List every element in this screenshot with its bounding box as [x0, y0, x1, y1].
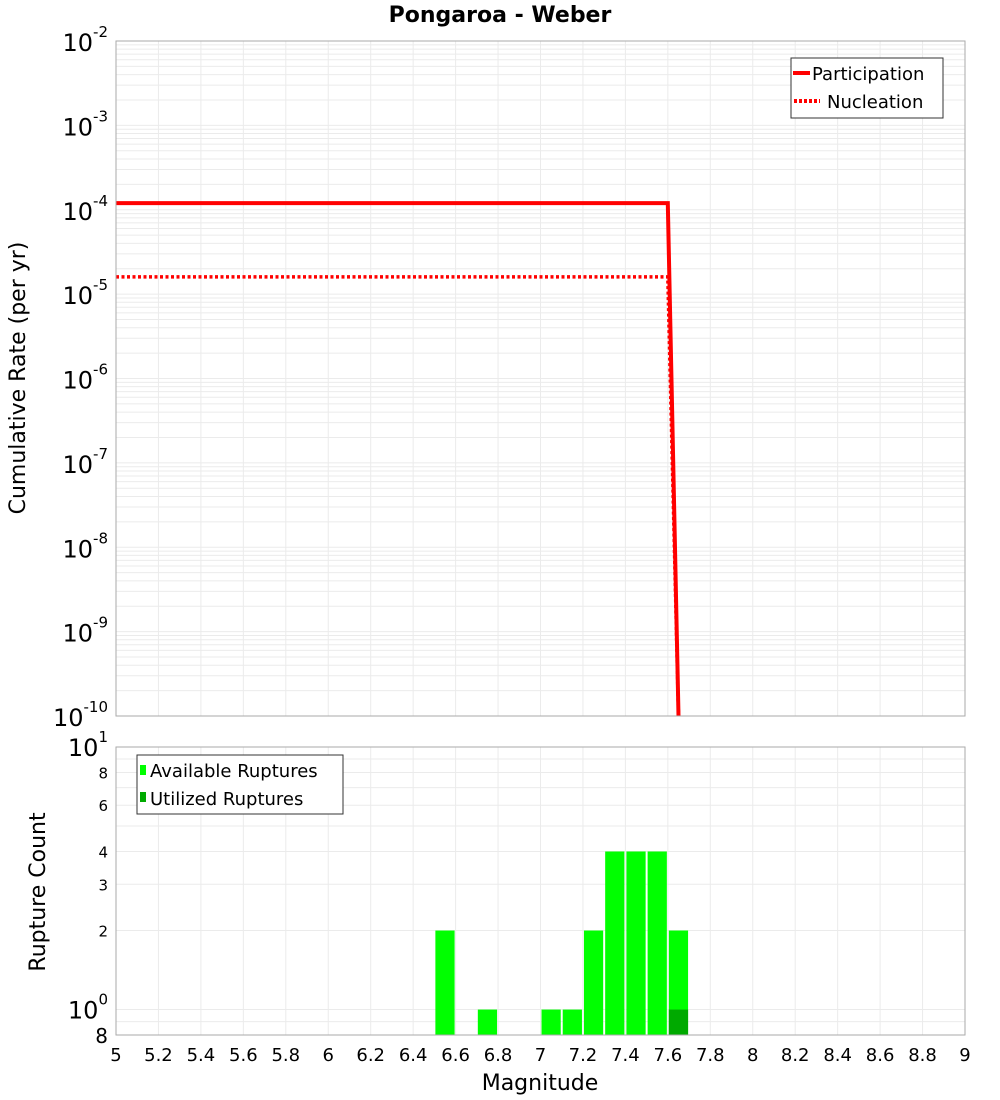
- bottom-y-minor-tick-label: 3: [98, 876, 108, 894]
- x-tick-label: 8.6: [866, 1045, 895, 1066]
- bottom-y-minor-tick-label: 2: [98, 923, 108, 941]
- top-y-tick-label: 10-10: [53, 698, 108, 732]
- top-y-axis-label: Cumulative Rate (per yr): [6, 242, 31, 515]
- x-tick-label: 8.4: [823, 1045, 852, 1066]
- bottom-y-minor-tick-label: 6: [98, 797, 108, 815]
- x-tick-label: 5.4: [187, 1045, 216, 1066]
- x-tick-label: 5: [110, 1045, 121, 1066]
- available-bar: [477, 1009, 498, 1035]
- available-bar: [668, 930, 689, 1035]
- x-tick-label: 6: [323, 1045, 334, 1066]
- top-plot-series: [116, 201, 681, 717]
- top-y-tick-label: 10-3: [62, 107, 108, 141]
- top-plot: 10-2 10-3 10-4 10-5 10-6 10-7 10-8 10-9 10-10 Cu…: [6, 23, 966, 732]
- x-tick-label: 8.8: [908, 1045, 937, 1066]
- utilized-legend-swatch: [140, 792, 146, 802]
- x-tick-label: 6.2: [356, 1045, 385, 1066]
- top-y-axis-ticks: 10-2 10-3 10-4 10-5 10-6 10-7 10-8 10-9 10-10: [53, 23, 108, 732]
- top-y-tick-label: 10-8: [62, 529, 108, 563]
- nucleation-legend-label: Nucleation: [827, 92, 923, 113]
- x-tick-label: 6.8: [484, 1045, 513, 1066]
- x-tick-label: 7.2: [569, 1045, 598, 1066]
- utilized-bar: [668, 1009, 689, 1035]
- x-tick-label: 7.6: [654, 1045, 683, 1066]
- bottom-y-minor-tick-label: 8: [98, 764, 108, 782]
- participation-legend-label: Participation: [812, 64, 924, 85]
- top-y-tick-label: 10-7: [62, 445, 108, 479]
- bottom-y-minor-tick-label: 8: [95, 1024, 108, 1048]
- x-tick-label: 8.2: [781, 1045, 810, 1066]
- bottom-legend: Available Ruptures Utilized Ruptures: [136, 754, 344, 815]
- x-tick-label: 5.6: [229, 1045, 258, 1066]
- top-y-tick-label: 10-9: [62, 614, 108, 648]
- x-tick-label: 9: [959, 1045, 970, 1066]
- bottom-plot-frame: [115, 746, 966, 1036]
- bottom-y-major-tick-label: 100: [68, 991, 108, 1025]
- available-bar: [583, 930, 604, 1035]
- available-bar: [541, 1009, 561, 1035]
- available-bar: [435, 930, 455, 1035]
- x-tick-label: 5.8: [271, 1045, 300, 1066]
- chart-title: Pongaroa - Weber: [389, 3, 612, 28]
- top-y-tick-label: 10-4: [62, 192, 108, 226]
- x-axis-label: Magnitude: [482, 1071, 599, 1096]
- x-tick-label: 6.4: [399, 1045, 428, 1066]
- bottom-plot-bars: [435, 851, 689, 1035]
- top-legend: Participation Nucleation: [790, 57, 944, 119]
- top-y-tick-label: 10-2: [62, 23, 108, 57]
- top-legend-box: [790, 57, 944, 119]
- top-plot-frame: [115, 40, 966, 717]
- x-tick-label: 7.8: [696, 1045, 725, 1066]
- top-y-tick-label: 10-5: [62, 276, 108, 310]
- top-plot-grid: [116, 41, 966, 717]
- bottom-y-major-tick-label: 101: [68, 728, 108, 762]
- utilized-legend-label: Utilized Ruptures: [150, 789, 303, 810]
- available-legend-swatch: [140, 765, 146, 775]
- available-bar: [605, 851, 625, 1035]
- available-bar: [562, 1009, 582, 1035]
- bottom-y-axis-label: Rupture Count: [26, 812, 51, 972]
- x-tick-label: 6.6: [441, 1045, 470, 1066]
- x-tick-label: 7.4: [611, 1045, 640, 1066]
- x-tick-label: 8: [747, 1045, 758, 1066]
- available-legend-label: Available Ruptures: [150, 761, 318, 782]
- x-tick-label: 7: [535, 1045, 546, 1066]
- nucleation-line: [116, 275, 681, 717]
- available-bar: [647, 851, 667, 1035]
- bottom-y-minor-tick-label: 4: [98, 843, 108, 861]
- top-y-tick-label: 10-6: [62, 361, 108, 395]
- x-axis-ticks: 5 5.2 5.4 5.6 5.8 6 6.2 6.4 6.6 6.8 7 7.2 7.4 7.6 7.8 8…: [110, 1045, 970, 1066]
- bottom-legend-box: [136, 754, 344, 815]
- x-tick-label: 5.2: [144, 1045, 173, 1066]
- available-bar: [626, 851, 646, 1035]
